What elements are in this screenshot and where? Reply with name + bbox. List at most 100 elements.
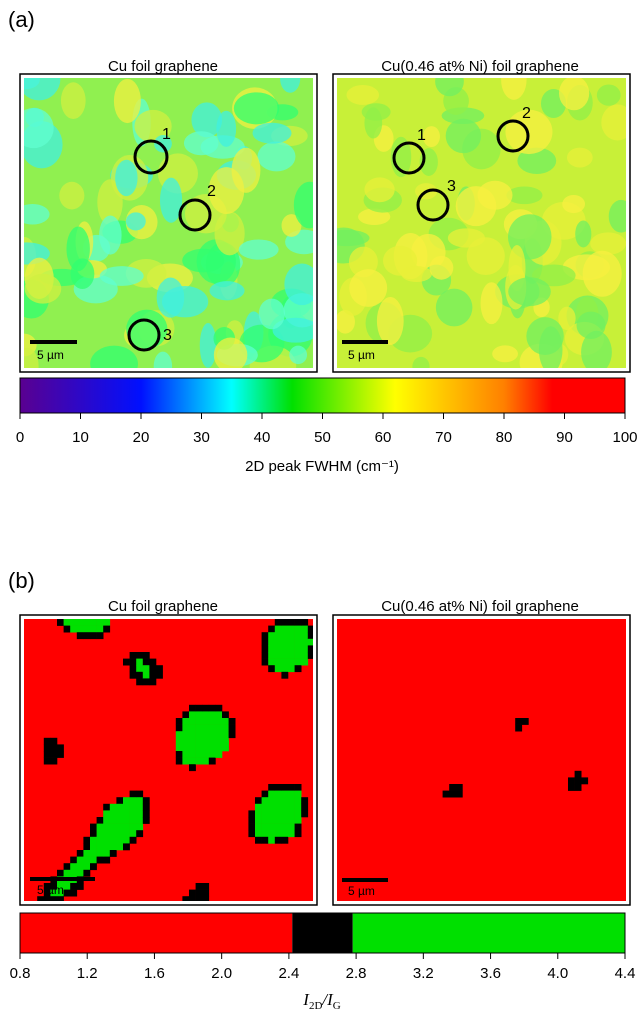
- map-pixel: [202, 757, 210, 765]
- map-pixel: [261, 797, 269, 805]
- map-pixel: [268, 632, 276, 640]
- tick-label: 20: [133, 429, 150, 446]
- map-pixel: [581, 777, 589, 785]
- map-texture: [447, 228, 485, 248]
- map-pixel: [255, 830, 262, 838]
- colorbar-label: 2D peak FWHM (cm⁻¹): [245, 458, 399, 475]
- map-pixel: [129, 836, 137, 844]
- map-pixel: [103, 810, 111, 818]
- map-pixel: [215, 704, 223, 712]
- label-part: /I: [321, 990, 334, 1009]
- map-texture: [154, 135, 172, 153]
- map-pixel: [195, 751, 203, 758]
- map-background: [337, 619, 626, 901]
- map-texture: [289, 345, 308, 365]
- map-pixel: [568, 777, 575, 785]
- map-pixel: [294, 632, 302, 640]
- map-pixel: [116, 810, 124, 818]
- map-texture: [429, 255, 454, 280]
- tick-label: 30: [193, 429, 210, 446]
- map-pixel: [96, 856, 104, 864]
- marker-circle: [416, 188, 450, 222]
- tick-label: 90: [556, 429, 573, 446]
- map-pixel: [156, 665, 163, 673]
- map-pixel: [50, 744, 58, 752]
- map-pixel: [189, 711, 196, 719]
- map-pixel: [83, 843, 91, 851]
- map-pixel: [90, 836, 97, 844]
- map-pixel: [182, 718, 190, 725]
- map-pixel: [281, 797, 289, 805]
- map-texture: [576, 311, 606, 340]
- map-texture: [233, 92, 280, 125]
- map-pixel: [129, 658, 137, 666]
- marker-label: 2: [207, 183, 216, 200]
- map-pixel: [129, 823, 137, 831]
- map-pixel: [208, 718, 216, 725]
- map-pixel: [301, 797, 309, 805]
- map-pixel: [63, 883, 71, 890]
- map-pixel: [123, 823, 130, 831]
- map-pixel: [268, 830, 276, 838]
- map-pixel: [43, 757, 51, 765]
- map-pixel: [268, 638, 276, 646]
- map-pixel: [83, 856, 91, 864]
- map-pixel: [281, 784, 289, 791]
- map-title: Cu(0.46 at% Ni) foil graphene: [381, 58, 579, 75]
- map-texture: [581, 330, 612, 368]
- map-texture: [134, 109, 172, 143]
- map-pixel: [248, 810, 256, 818]
- map-texture: [455, 186, 497, 227]
- map-pixel: [149, 678, 157, 686]
- map-pixel: [261, 823, 269, 831]
- map-pixel: [281, 625, 289, 633]
- map-pixel: [136, 652, 144, 659]
- map-pixel: [109, 843, 117, 851]
- map-texture: [361, 103, 391, 121]
- colorbar: [19, 377, 626, 414]
- map-pixel: [261, 638, 269, 646]
- map-texture: [508, 277, 551, 307]
- map-frame: [332, 614, 631, 906]
- map-pixel: [202, 711, 210, 719]
- map-pixel: [182, 724, 190, 732]
- map-pixel: [281, 671, 289, 679]
- map-pixel: [281, 619, 289, 626]
- map-pixel: [281, 830, 289, 838]
- map-texture: [566, 147, 593, 168]
- colorbar-segment: [20, 913, 293, 953]
- map-pixel: [129, 797, 137, 805]
- map-pixel: [103, 836, 111, 844]
- map-frame: [332, 73, 631, 373]
- map-pixel: [96, 632, 104, 640]
- tick-label: 50: [314, 429, 331, 446]
- map-pixel: [136, 797, 144, 805]
- map-pixel: [202, 731, 210, 739]
- scale-bar-label: 5 µm: [348, 348, 375, 362]
- tick-label: 1.2: [77, 965, 98, 982]
- map-pixel: [261, 632, 269, 640]
- map-texture: [272, 317, 313, 343]
- map-pixel: [103, 625, 111, 633]
- map-pixel: [182, 744, 190, 752]
- map-pixel: [96, 836, 104, 844]
- map-pixel: [294, 810, 302, 818]
- map-pixel: [261, 810, 269, 818]
- map-pixel: [136, 810, 144, 818]
- map-texture: [66, 226, 90, 272]
- map-frame: [19, 614, 318, 906]
- tick-label: 70: [435, 429, 452, 446]
- map-pixel: [288, 625, 295, 633]
- map-texture: [376, 297, 404, 345]
- scale-bar: [30, 877, 95, 881]
- map-pixel: [274, 658, 282, 666]
- map-pixel: [96, 823, 104, 831]
- map-pixel: [274, 797, 282, 805]
- map-pixel: [175, 731, 183, 739]
- map-pixel: [274, 803, 282, 811]
- tick-label: 2.0: [211, 965, 232, 982]
- map-pixel: [43, 751, 51, 758]
- map-pixel: [274, 665, 282, 673]
- map-pixel: [208, 757, 216, 765]
- map-pixel: [281, 810, 289, 818]
